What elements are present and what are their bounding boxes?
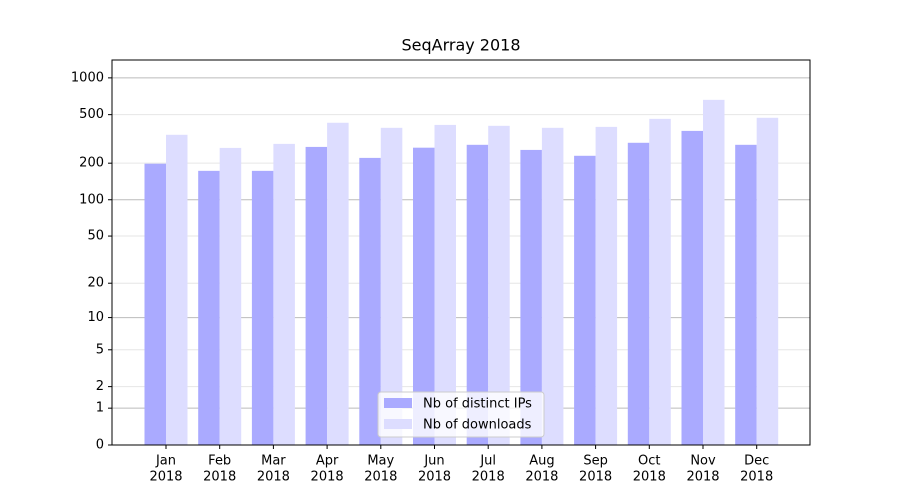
x-tick-label: 2018 <box>633 470 666 485</box>
bar <box>434 124 456 445</box>
bar <box>144 163 166 445</box>
y-tick-label: 10 <box>87 310 104 325</box>
x-tick-label: Nov <box>690 454 716 469</box>
x-tick-label: 2018 <box>525 470 558 485</box>
legend-swatch <box>384 398 412 408</box>
bar <box>166 134 188 445</box>
bar <box>488 125 510 445</box>
x-tick-label: Dec <box>744 454 769 469</box>
legend-swatch <box>384 419 412 429</box>
x-tick-label: 2018 <box>418 470 451 485</box>
bar <box>681 130 703 445</box>
bar <box>735 144 757 445</box>
bar <box>627 142 650 445</box>
y-tick-label: 500 <box>79 107 104 122</box>
x-tick-label: Jun <box>423 454 444 469</box>
y-tick-label: 5 <box>96 342 104 357</box>
y-tick-label: 1 <box>96 401 104 416</box>
legend-label: Nb of distinct IPs <box>423 397 532 412</box>
y-tick-label: 2 <box>96 379 104 394</box>
legend-label: Nb of downloads <box>423 418 532 433</box>
x-tick-label: 2018 <box>311 470 344 485</box>
x-tick-label: Jul <box>479 454 496 469</box>
plot-frame <box>111 59 811 446</box>
x-tick-label: 2018 <box>149 470 182 485</box>
bar <box>574 155 596 446</box>
bar <box>380 127 403 445</box>
x-tick-label: Apr <box>316 454 339 469</box>
bar <box>198 170 220 445</box>
bar <box>756 117 779 445</box>
bar <box>595 126 618 445</box>
x-tick-label: 2018 <box>364 470 397 485</box>
y-tick-label: 100 <box>79 192 104 207</box>
bar <box>305 146 328 445</box>
bar <box>520 149 542 445</box>
x-tick-label: 2018 <box>472 470 505 485</box>
x-tick-label: 2018 <box>579 470 612 485</box>
x-tick-label: Mar <box>261 454 286 469</box>
x-tick-label: 2018 <box>257 470 290 485</box>
y-tick-label: 50 <box>87 229 104 244</box>
bar <box>219 147 242 445</box>
y-tick-label: 20 <box>87 276 104 291</box>
x-tick-label: 2018 <box>203 470 236 485</box>
bar <box>649 118 671 446</box>
y-tick-label: 0 <box>96 438 104 453</box>
bar <box>541 127 564 445</box>
y-tick-label: 1000 <box>71 70 104 85</box>
x-tick-label: Oct <box>638 454 660 469</box>
x-tick-label: Jan <box>155 454 176 469</box>
bar <box>703 99 725 446</box>
x-tick-label: Sep <box>583 454 608 469</box>
chart-title: SeqArray 2018 <box>401 36 520 55</box>
legend: Nb of distinct IPs Nb of downloads <box>377 391 545 438</box>
bar <box>466 144 489 445</box>
x-tick-label: May <box>367 454 394 469</box>
bar <box>413 147 435 445</box>
x-tick-label: 2018 <box>740 470 773 485</box>
bar <box>327 122 349 445</box>
bar <box>251 170 274 445</box>
bar <box>359 157 381 446</box>
x-tick-label: Aug <box>529 454 554 469</box>
x-tick-label: 2018 <box>686 470 719 485</box>
bar <box>273 143 295 445</box>
y-tick-label: 200 <box>79 156 104 171</box>
x-tick-label: Feb <box>208 454 231 469</box>
legend-box <box>377 391 545 438</box>
